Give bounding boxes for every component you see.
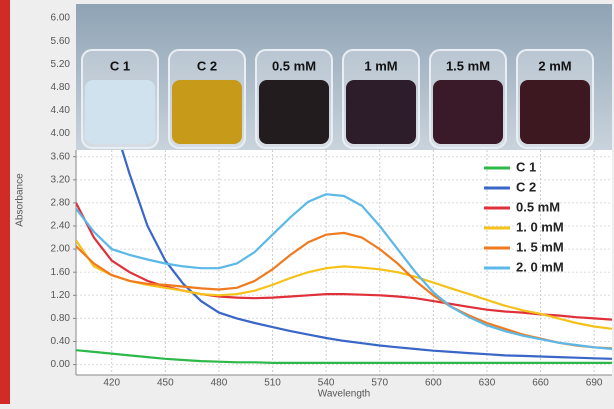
vial-label: C 1 [110, 58, 130, 73]
vial-label: 1.5 mM [446, 58, 490, 73]
chart: C 1 C 2 0.5 mM 1 mM 1.5 mM 2 mM Wavelength Ab… [0, 0, 614, 404]
x-tick-label: 630 [479, 378, 496, 389]
x-axis-label: Wavelength [318, 389, 370, 400]
y-tick-label: 5.20 [51, 59, 71, 70]
legend-label: C 1 [516, 159, 536, 174]
y-tick-label: 1.60 [51, 267, 71, 278]
x-tick-label: 570 [371, 378, 388, 389]
vial-liquid [172, 80, 242, 144]
vial-liquid [520, 80, 590, 144]
y-tick-label: 0.40 [51, 336, 71, 347]
legend-label: 1. 5 mM [516, 239, 564, 254]
x-tick-label: 540 [318, 378, 335, 389]
photo: C 1 C 2 0.5 mM 1 mM 1.5 mM 2 mM [76, 4, 612, 150]
x-tick-label: 480 [211, 378, 228, 389]
y-tick-label: 4.80 [51, 82, 71, 93]
y-tick-label: 2.40 [51, 221, 71, 232]
x-tick-label: 660 [532, 378, 549, 389]
vial-label: 1 mM [364, 58, 397, 73]
x-tick-label: 420 [103, 378, 120, 389]
y-tick-label: 0.00 [51, 359, 71, 370]
y-tick-label: 3.20 [51, 174, 71, 185]
y-axis-label: Absorbance [15, 173, 26, 227]
vial-label: 0.5 mM [272, 58, 316, 73]
y-tick-label: 1.20 [51, 290, 71, 301]
vial-liquid [433, 80, 503, 144]
x-tick-label: 600 [425, 378, 442, 389]
legend-label: C 2 [516, 179, 536, 194]
y-tick-label: 5.60 [51, 36, 71, 47]
vial-label: 2 mM [538, 58, 571, 73]
legend-label: 1. 0 mM [516, 219, 564, 234]
y-tick-label: 0.80 [51, 313, 71, 324]
x-tick-label: 690 [586, 378, 603, 389]
vial-liquid [259, 80, 329, 144]
y-tick-label: 2.80 [51, 198, 71, 209]
legend-label: 0.5 mM [516, 199, 560, 214]
y-tick-label: 4.00 [51, 128, 71, 139]
legend-label: 2. 0 mM [516, 259, 564, 274]
y-tick-label: 2.00 [51, 244, 71, 255]
y-tick-label: 3.60 [51, 151, 71, 162]
x-tick-label: 510 [264, 378, 281, 389]
y-tick-label: 6.00 [51, 13, 71, 24]
x-tick-label: 450 [157, 378, 174, 389]
vial-liquid [85, 80, 155, 144]
side-stripe [0, 0, 10, 404]
vial-liquid [346, 80, 416, 144]
vial-label: C 2 [197, 58, 217, 73]
y-tick-label: 4.40 [51, 105, 71, 116]
